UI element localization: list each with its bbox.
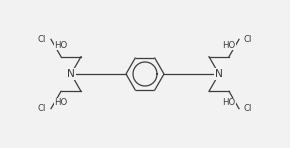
Text: Cl: Cl — [38, 104, 46, 113]
Text: HO: HO — [55, 41, 68, 50]
Text: N: N — [67, 69, 75, 79]
Text: Cl: Cl — [38, 35, 46, 44]
Text: HO: HO — [55, 98, 68, 107]
Text: Cl: Cl — [244, 104, 252, 113]
Text: Cl: Cl — [244, 35, 252, 44]
Text: HO: HO — [222, 98, 235, 107]
Text: N: N — [215, 69, 223, 79]
Text: HO: HO — [222, 41, 235, 50]
